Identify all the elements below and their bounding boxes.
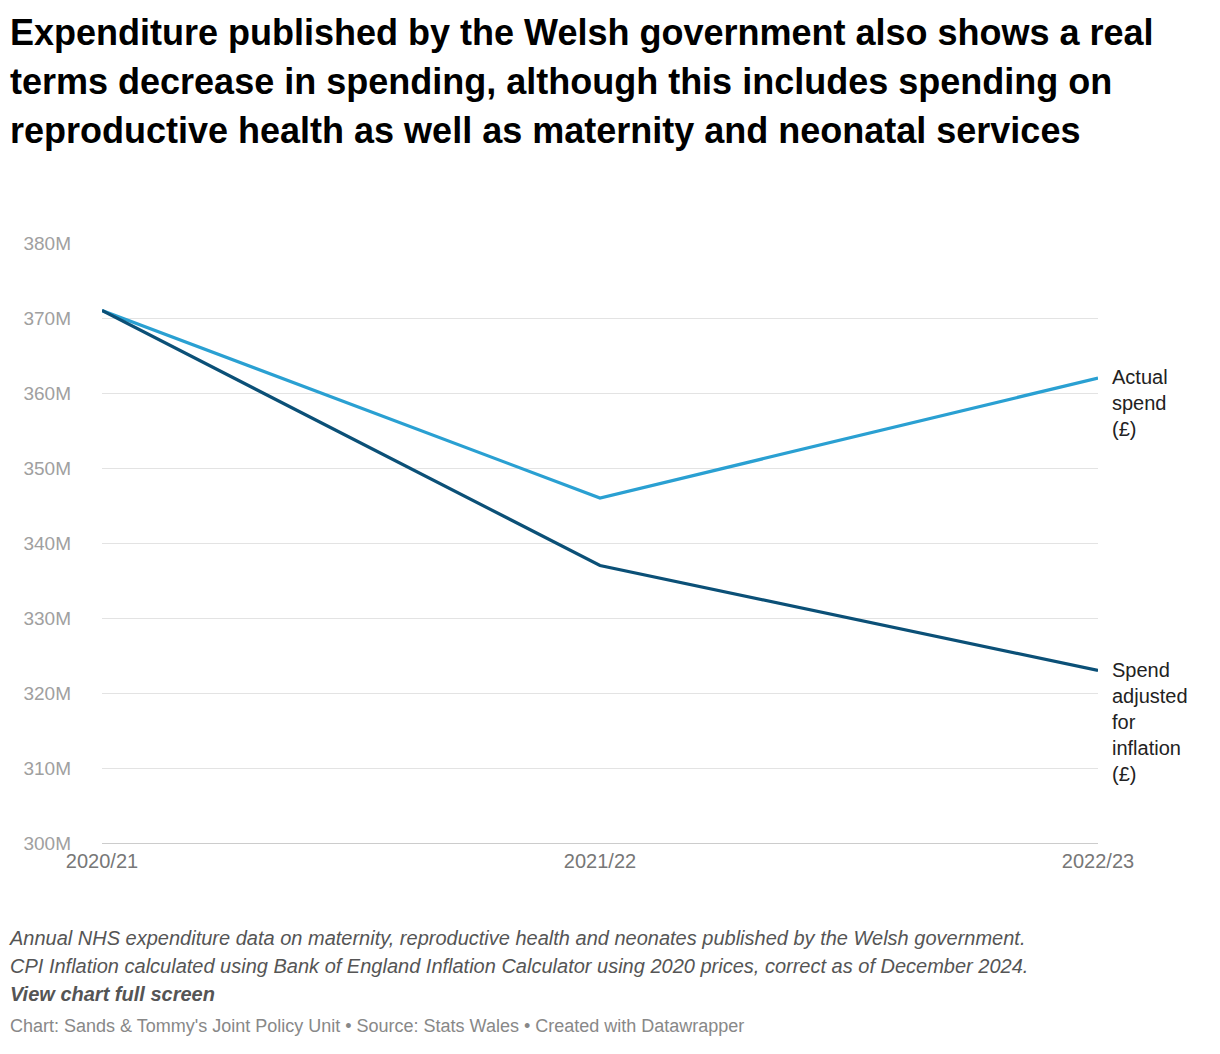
- svg-text:340M: 340M: [23, 533, 71, 554]
- svg-text:2021/22: 2021/22: [564, 850, 636, 872]
- svg-text:360M: 360M: [23, 383, 71, 404]
- svg-text:310M: 310M: [23, 758, 71, 779]
- svg-text:370M: 370M: [23, 308, 71, 329]
- html-text:CPI Inflation calculated using: CPI Inflation calculated using Bank of E…: [10, 955, 1029, 977]
- html-text:Expenditure published by the W: Expenditure published by the Welsh gover…: [10, 12, 1154, 151]
- svg-text:330M: 330M: [23, 608, 71, 629]
- svg-text:300M: 300M: [23, 833, 71, 854]
- svg-text:320M: 320M: [23, 683, 71, 704]
- svg-text:Actualspend(£): Actualspend(£): [1112, 366, 1168, 440]
- svg-text:380M: 380M: [23, 233, 71, 254]
- svg-text:350M: 350M: [23, 458, 71, 479]
- html-text:Annual NHS expenditure data on: Annual NHS expenditure data on maternity…: [10, 927, 1026, 949]
- html-text:Chart: Sands & Tommy's Joint P: Chart: Sands & Tommy's Joint Policy Unit…: [10, 1016, 745, 1036]
- svg-text:2022/23: 2022/23: [1062, 850, 1134, 872]
- svg-text:2020/21: 2020/21: [66, 850, 138, 872]
- html-text:View chart full screen: View chart full screen: [10, 983, 215, 1005]
- svg-text:Spendadjustedforinflation(£): Spendadjustedforinflation(£): [1112, 659, 1188, 785]
